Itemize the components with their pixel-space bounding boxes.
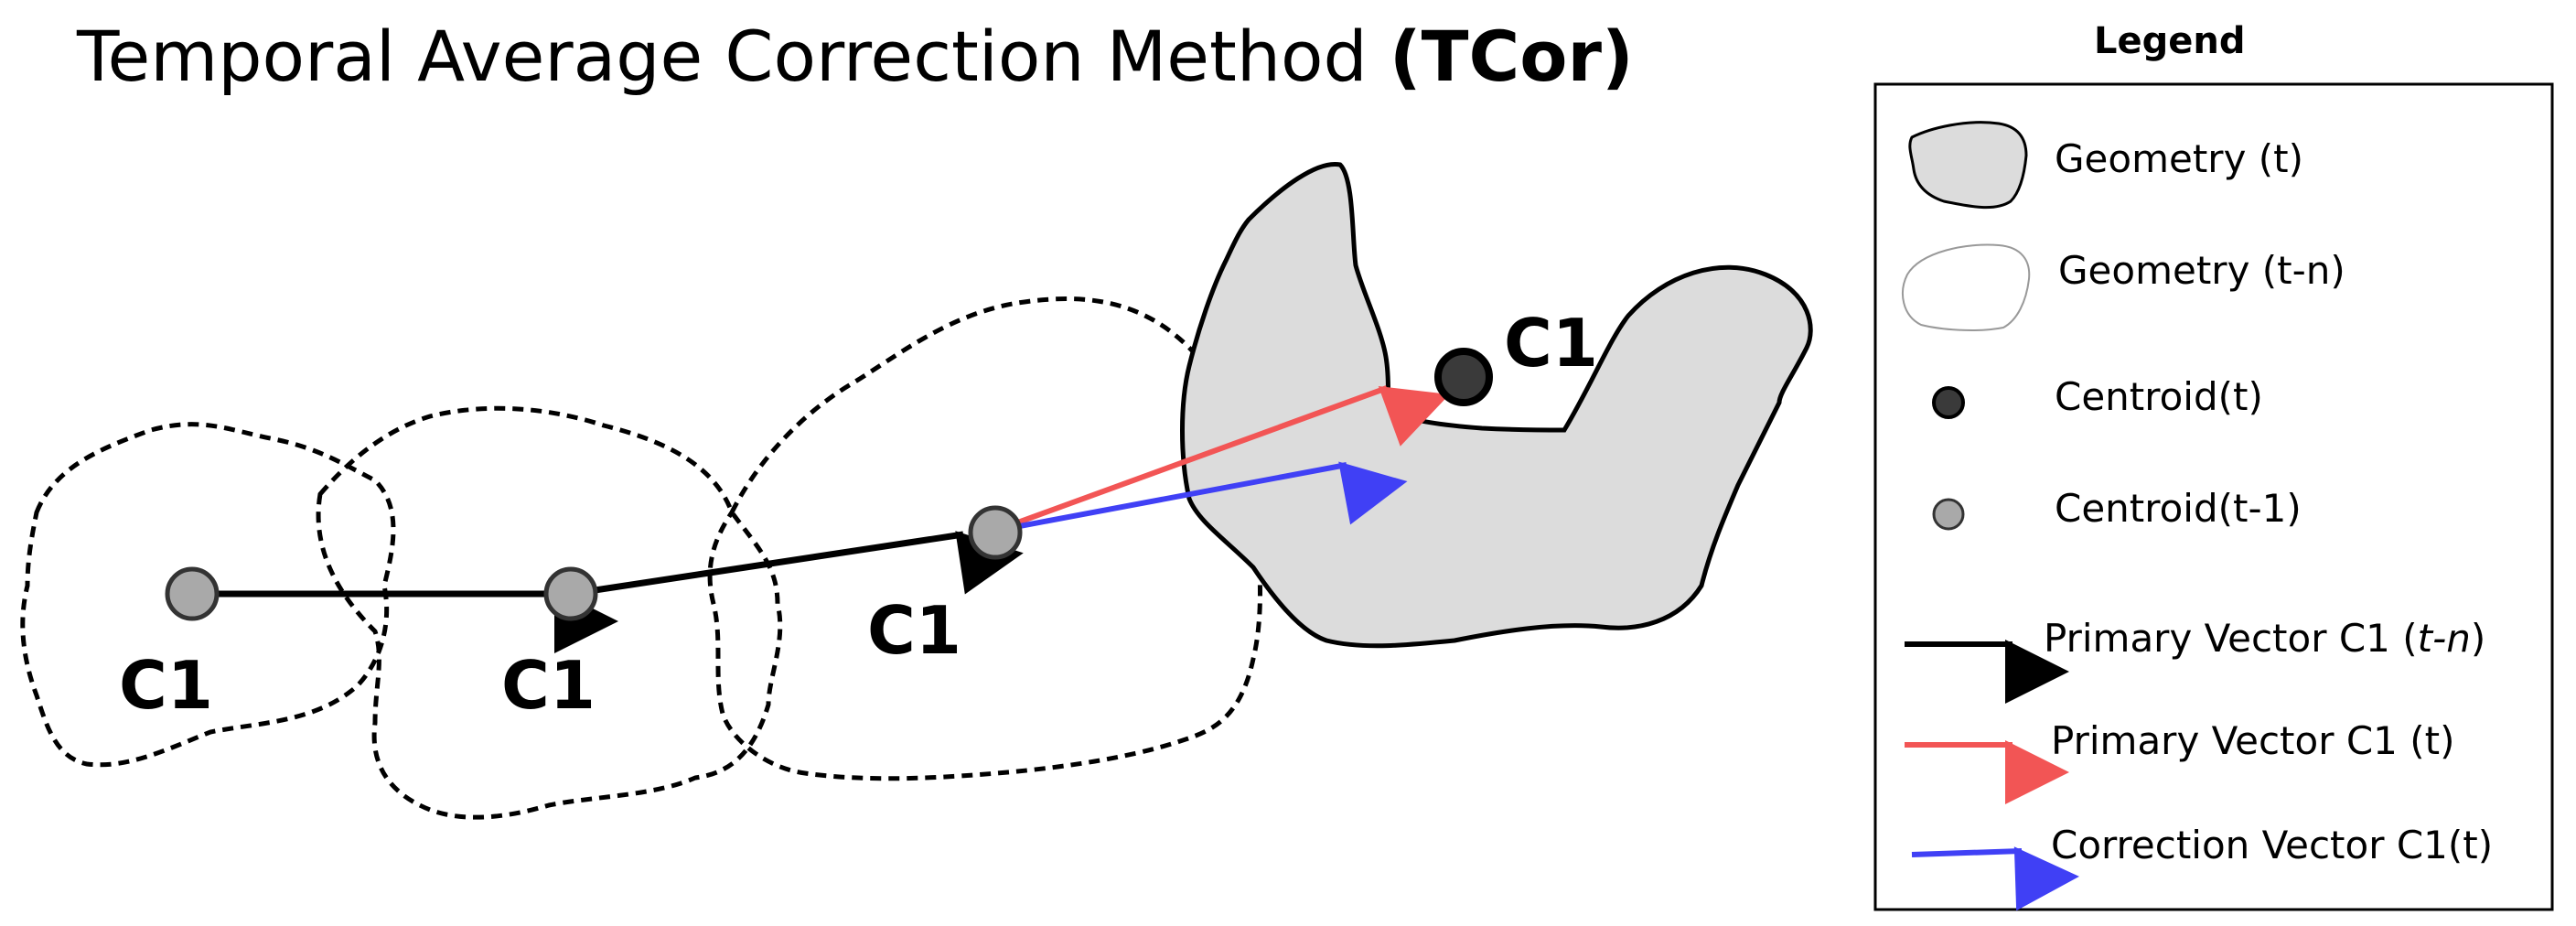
legend-label-centroid-t: Centroid(t) <box>2055 374 2263 419</box>
legend-label-centroid-t-1: Centroid(t-1) <box>2055 486 2302 531</box>
centroid-label-1: C1 <box>119 647 213 724</box>
legend-label-primary-vector-t-n-italic: t-n <box>2418 616 2471 661</box>
centroid-label-2: C1 <box>501 647 596 724</box>
centroid-label-3: C1 <box>867 592 961 669</box>
correction-vector <box>994 461 1408 533</box>
legend-correction-vector-icon <box>1911 846 2079 911</box>
legend-label-geometry-t-n: Geometry (t-n) <box>2058 248 2345 293</box>
legend-title: Legend <box>2094 20 2246 62</box>
legend-centroid-t-icon <box>1932 386 1965 419</box>
primary-vector-t <box>993 385 1450 533</box>
primary-vector-t-n-2 <box>570 531 1024 598</box>
centroid-t-1-b <box>543 566 598 621</box>
diagram-title: Temporal Average Correction Method (TCor… <box>76 16 1634 97</box>
legend-geometry-t-n-icon <box>1902 243 2031 331</box>
legend-centroid-t-1-icon <box>1932 498 1965 531</box>
centroid-t <box>1434 348 1493 406</box>
legend-label-correction-vector: Correction Vector C1(t) <box>2051 823 2493 867</box>
title-main-text: Temporal Average Correction Method <box>76 16 1390 97</box>
legend-label-primary-vector-t-n: Primary Vector C1 (t-n) <box>2044 616 2485 661</box>
legend-label-geometry-t: Geometry (t) <box>2055 136 2303 181</box>
geometry-t-shape <box>1180 161 1813 649</box>
legend-geometry-t-icon <box>1908 121 2028 210</box>
legend-label-primary-vector-t-n-suffix: ) <box>2471 616 2485 661</box>
legend-label-primary-vector-t-n-prefix: Primary Vector C1 ( <box>2044 616 2418 661</box>
centroid-label-4: C1 <box>1504 305 1598 382</box>
geometry-t-n-outline-2 <box>316 405 783 820</box>
legend-label-primary-vector-t: Primary Vector C1 (t) <box>2051 718 2454 763</box>
title-bold-text: (TCor) <box>1390 16 1634 97</box>
centroid-t-1-a <box>165 566 220 621</box>
centroid-t-1-c <box>968 505 1023 560</box>
legend-box <box>1873 82 2554 911</box>
